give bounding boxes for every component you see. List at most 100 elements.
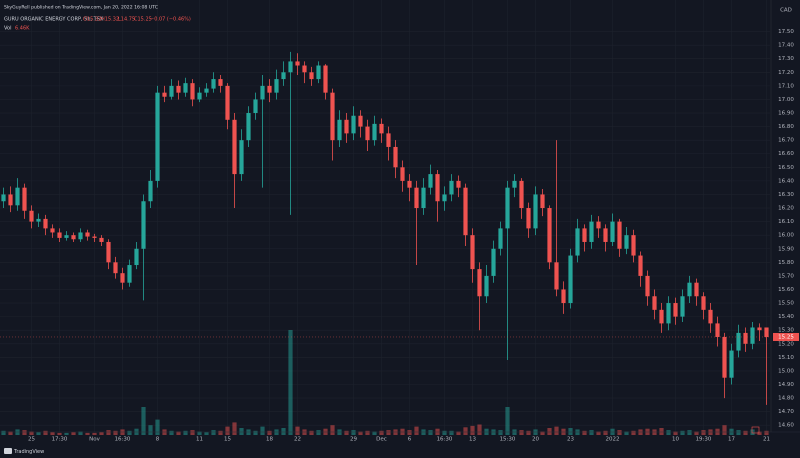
y-tick-label: 15.90 (778, 246, 794, 252)
volume-bar (547, 428, 552, 435)
candle-body (78, 232, 83, 240)
alert-icon[interactable] (751, 426, 760, 434)
volume-bar (617, 430, 622, 435)
candle-body (512, 180, 517, 188)
volume-bar (379, 430, 384, 435)
last-price-tag (773, 332, 799, 341)
candle-body (183, 83, 188, 93)
candle-body (386, 133, 391, 147)
candle-body (568, 255, 573, 304)
symbol: GURU ORGANIC ENERGY CORP, 5h, TSX (4, 17, 104, 23)
candle-body (92, 236, 97, 238)
y-tick-label: 14.70 (778, 409, 794, 415)
candle-body (50, 228, 55, 233)
candle-body (554, 262, 559, 290)
candle-body (148, 180, 153, 202)
candle-body (197, 92, 202, 100)
candle-body (120, 273, 125, 283)
volume-bar (659, 428, 664, 435)
volume-bar (309, 430, 314, 435)
volume-bar (127, 430, 132, 435)
volume-bar (176, 431, 181, 435)
volume-bar (155, 419, 160, 435)
x-tick-label: Dec (376, 437, 387, 443)
volume-bar (85, 432, 90, 435)
candle-body (729, 350, 734, 378)
volume-bar (36, 432, 41, 435)
y-tick-label: 17.20 (778, 70, 794, 76)
candle-body (442, 194, 447, 202)
volume-bar (407, 430, 412, 435)
volume-bar (540, 431, 545, 435)
candle-body (71, 235, 76, 240)
candle-body (15, 187, 20, 206)
volume-bar (386, 430, 391, 435)
ohlc-high: H15.32 (101, 17, 119, 23)
candle-body (253, 99, 258, 114)
candle-body (414, 187, 419, 209)
brand: TradingView (13, 449, 44, 455)
volume-bar (50, 432, 55, 435)
x-tick-label: 10 (672, 437, 679, 443)
candle-body (456, 180, 461, 188)
volume-bar (358, 431, 363, 435)
candle-body (274, 79, 279, 93)
candle-body (393, 146, 398, 168)
volume-bar (183, 430, 188, 435)
logo-mark (4, 448, 12, 454)
candle-body (232, 119, 237, 175)
candle-body (750, 327, 755, 344)
x-tick-label: 21 (763, 437, 770, 443)
volume-bar (260, 426, 265, 435)
volume-bar (351, 430, 356, 435)
volume-bar (519, 430, 524, 435)
volume-bar (330, 425, 335, 435)
candle-body (1, 194, 6, 202)
x-tick-label: 17:30 (52, 437, 68, 443)
volume-bar (582, 430, 587, 435)
y-tick-label: 16.30 (778, 192, 794, 198)
candle-body (722, 336, 727, 378)
ohlc-open: O15.32 (83, 17, 101, 23)
volume-bar (428, 430, 433, 435)
x-tick-label: 25 (28, 437, 35, 443)
volume-bar (568, 428, 573, 435)
candle-body (309, 72, 314, 80)
candle-body (505, 187, 510, 229)
volume-bar (694, 431, 699, 435)
y-tick-label: 16.00 (778, 233, 794, 239)
volume-bar (316, 430, 321, 435)
volume-bar (449, 430, 454, 435)
volume-bar (190, 430, 195, 435)
y-tick-label: 14.60 (778, 423, 794, 429)
candle-body (379, 123, 384, 134)
candle-body (141, 201, 146, 249)
candle-body (43, 218, 48, 229)
candle-body (673, 303, 678, 317)
candle-body (351, 115, 356, 134)
volume-bar (295, 426, 300, 435)
volume-bar (169, 430, 174, 435)
candle-body (491, 248, 496, 276)
volume-bar (372, 431, 377, 435)
y-tick-label: 15.60 (778, 287, 794, 293)
y-tick-label: 15.20 (778, 341, 794, 347)
candle-body (204, 88, 209, 93)
volume-bar (99, 432, 104, 435)
candle-body (638, 255, 643, 276)
volume-bar (757, 431, 762, 435)
ohlc-low: L14.75 (118, 17, 135, 23)
x-tick-label: 8 (156, 437, 160, 443)
volume-bar (218, 430, 223, 435)
candle-body (477, 269, 482, 297)
candle-body (687, 282, 692, 297)
y-tick-label: 15.10 (778, 355, 794, 361)
x-tick-label: 11 (196, 437, 203, 443)
candle-body (694, 282, 699, 297)
candle-body (288, 61, 293, 73)
candle-body (631, 235, 636, 256)
candle-body (99, 237, 104, 242)
x-tick-label: 15 (224, 437, 231, 443)
candle-body (106, 241, 111, 263)
